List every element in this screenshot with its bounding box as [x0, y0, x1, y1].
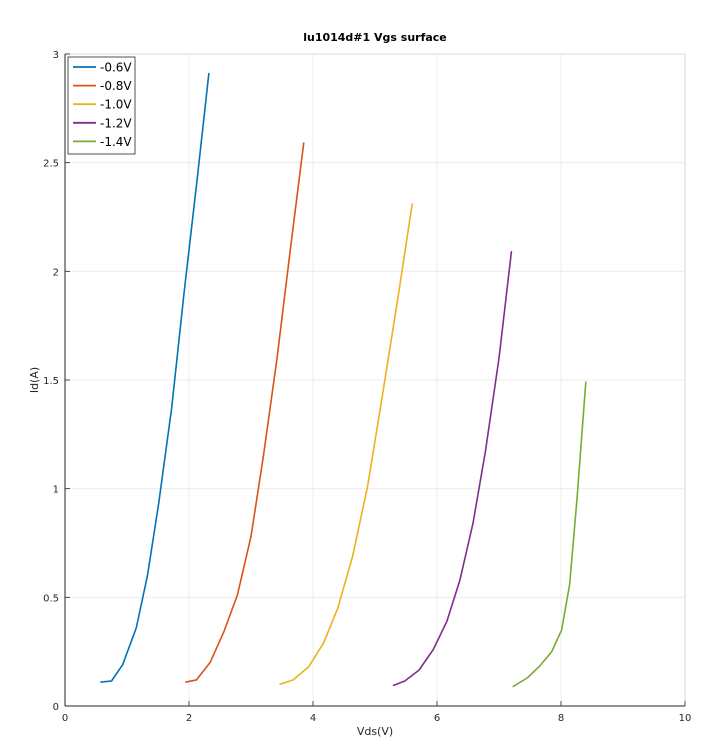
y-tick-label: 1: [53, 485, 59, 496]
series-line-2: [279, 203, 414, 686]
x-tick-label: 0: [62, 713, 68, 724]
x-tick-label: 8: [558, 713, 564, 724]
y-tick-label: 3: [53, 50, 59, 61]
series-line-4: [512, 381, 587, 688]
x-tick-label: 4: [310, 713, 316, 724]
x-tick-label: 10: [679, 713, 692, 724]
legend-box: [67, 56, 136, 155]
plot-area: 0 2 4 6 8 10 0 0.5 1 1.5 2 2.5 3: [43, 50, 691, 724]
axes: 0 2 4 6 8 10 0 0.5 1 1.5 2 2.5 3: [43, 50, 691, 724]
series-lines: [100, 72, 587, 688]
y-tick-label: 2.5: [43, 159, 59, 170]
series-line-3: [392, 250, 513, 687]
series-line-1: [185, 142, 305, 683]
y-axis-label: Id(A): [28, 367, 41, 393]
legend-entry-0: -0.6V: [100, 61, 132, 75]
legend-entry-2: -1.0V: [100, 98, 132, 112]
legend: -0.6V -0.8V -1.0V -1.2V -1.4V: [67, 56, 136, 155]
y-tick-label: 0.5: [43, 593, 59, 604]
y-tick-label: 1.5: [43, 376, 59, 387]
legend-entry-4: -1.4V: [100, 135, 132, 149]
y-tick-label: 2: [53, 267, 59, 278]
chart-title: lu1014d#1 Vgs surface: [303, 31, 447, 44]
series-line-0: [100, 72, 210, 683]
x-tick-label: 6: [434, 713, 440, 724]
legend-entry-1: -0.8V: [100, 79, 132, 93]
y-tick-label: 0: [53, 702, 59, 713]
x-axis-label: Vds(V): [357, 725, 393, 738]
x-tick-label: 2: [186, 713, 192, 724]
legend-entry-3: -1.2V: [100, 116, 132, 130]
